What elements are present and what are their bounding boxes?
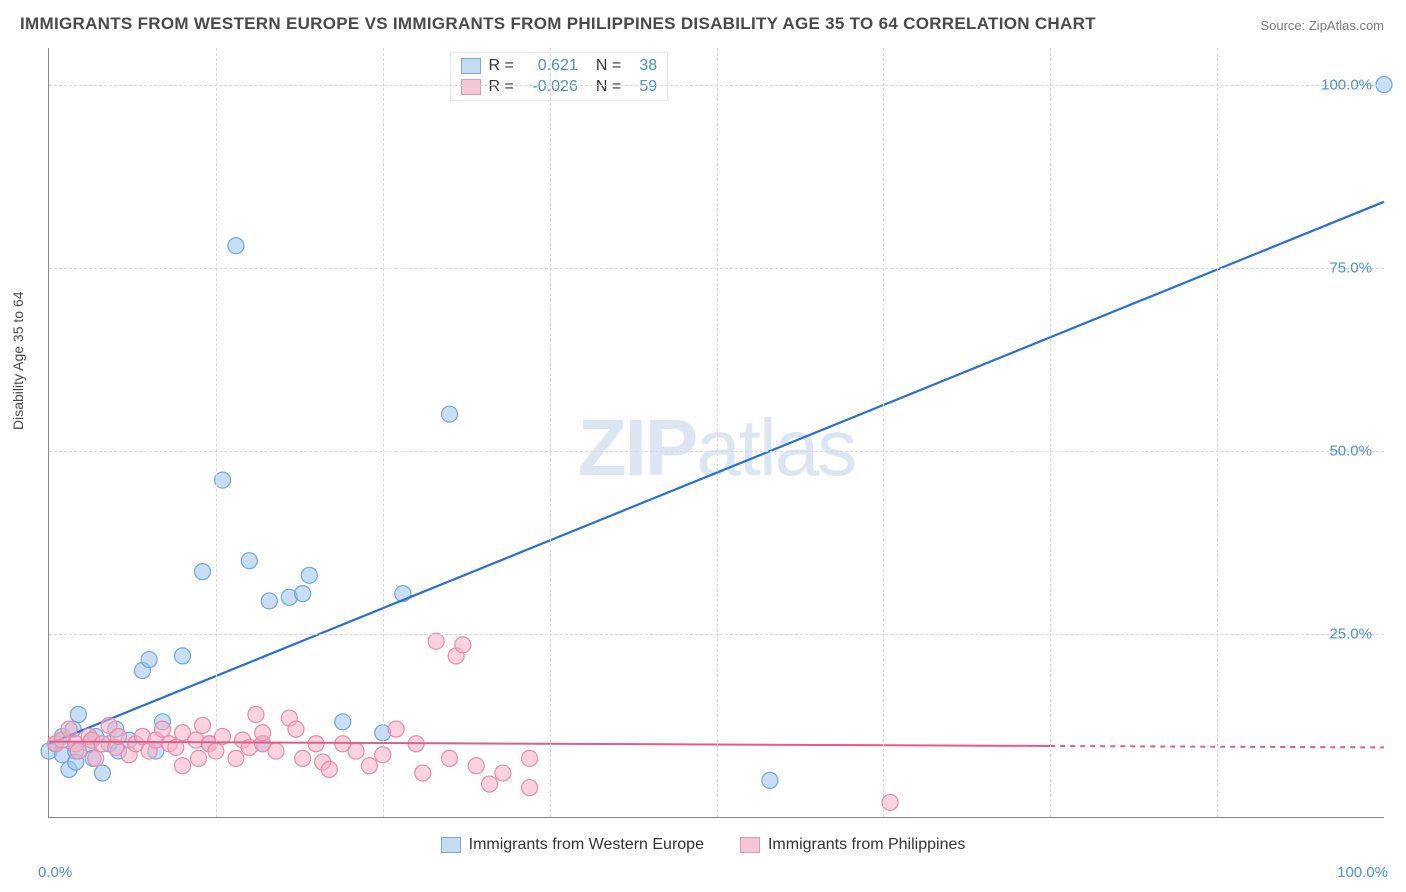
stat-r-label: R = xyxy=(489,78,514,96)
stat-n-value: 59 xyxy=(629,78,657,96)
bottom-legend: Immigrants from Western Europe Immigrants… xyxy=(0,836,1406,854)
legend-label: Immigrants from Western Europe xyxy=(469,836,704,854)
data-point xyxy=(215,472,231,488)
data-point xyxy=(348,743,364,759)
stat-n-label: N = xyxy=(596,57,621,75)
source-attribution: Source: ZipAtlas.com xyxy=(1260,18,1384,33)
x-tick-label: 100.0% xyxy=(1337,864,1388,881)
data-point xyxy=(228,750,244,766)
data-point xyxy=(228,238,244,254)
y-axis-label: Disability Age 35 to 64 xyxy=(10,291,26,430)
legend-item: Immigrants from Philippines xyxy=(740,836,965,854)
data-point xyxy=(361,758,377,774)
data-point xyxy=(175,758,191,774)
legend-swatch xyxy=(441,837,461,853)
data-point xyxy=(442,406,458,422)
grid-v xyxy=(216,48,217,817)
data-point xyxy=(141,652,157,668)
data-point xyxy=(301,567,317,583)
data-point xyxy=(495,765,511,781)
grid-v xyxy=(1050,48,1051,817)
data-point xyxy=(70,743,86,759)
data-point xyxy=(455,637,471,653)
data-point xyxy=(94,765,110,781)
data-point xyxy=(522,780,538,796)
data-point xyxy=(321,761,337,777)
legend-label: Immigrants from Philippines xyxy=(768,836,965,854)
data-point xyxy=(288,721,304,737)
data-point xyxy=(268,743,284,759)
data-point xyxy=(468,758,484,774)
grid-v xyxy=(550,48,551,817)
legend-swatch xyxy=(461,79,481,95)
data-point xyxy=(191,750,207,766)
stats-row: R =0.621N =38 xyxy=(461,57,658,75)
data-point xyxy=(154,721,170,737)
data-point xyxy=(482,776,498,792)
data-point xyxy=(61,721,77,737)
data-point xyxy=(261,593,277,609)
data-point xyxy=(388,721,404,737)
legend-swatch xyxy=(461,58,481,74)
stats-legend-box: R =0.621N =38R =-0.026N =59 xyxy=(450,52,669,101)
data-point xyxy=(295,750,311,766)
data-point xyxy=(882,794,898,810)
grid-v xyxy=(717,48,718,817)
stat-r-label: R = xyxy=(489,57,514,75)
data-point xyxy=(70,706,86,722)
y-tick-label: 25.0% xyxy=(1329,625,1372,642)
grid-v xyxy=(883,48,884,817)
legend-swatch xyxy=(740,837,760,853)
grid-v xyxy=(383,48,384,817)
data-point xyxy=(195,717,211,733)
stat-n-label: N = xyxy=(596,78,621,96)
data-point xyxy=(428,633,444,649)
y-tick-label: 75.0% xyxy=(1329,259,1372,276)
data-point xyxy=(195,564,211,580)
data-point xyxy=(308,736,324,752)
legend-item: Immigrants from Western Europe xyxy=(441,836,704,854)
data-point xyxy=(255,725,271,741)
data-point xyxy=(295,586,311,602)
data-point xyxy=(415,765,431,781)
x-tick-label: 0.0% xyxy=(38,864,72,881)
data-point xyxy=(442,750,458,766)
data-point xyxy=(88,750,104,766)
data-point xyxy=(762,772,778,788)
y-tick-label: 50.0% xyxy=(1329,442,1372,459)
chart-title: IMMIGRANTS FROM WESTERN EUROPE VS IMMIGR… xyxy=(20,14,1096,34)
data-point xyxy=(248,706,264,722)
stats-row: R =-0.026N =59 xyxy=(461,78,658,96)
data-point xyxy=(175,648,191,664)
grid-v xyxy=(1217,48,1218,817)
y-tick-label: 100.0% xyxy=(1321,76,1372,93)
stat-n-value: 38 xyxy=(629,57,657,75)
data-point xyxy=(335,714,351,730)
plot-area: ZIPatlas R =0.621N =38R =-0.026N =59 25.… xyxy=(48,48,1384,818)
data-point xyxy=(241,553,257,569)
data-point xyxy=(522,750,538,766)
